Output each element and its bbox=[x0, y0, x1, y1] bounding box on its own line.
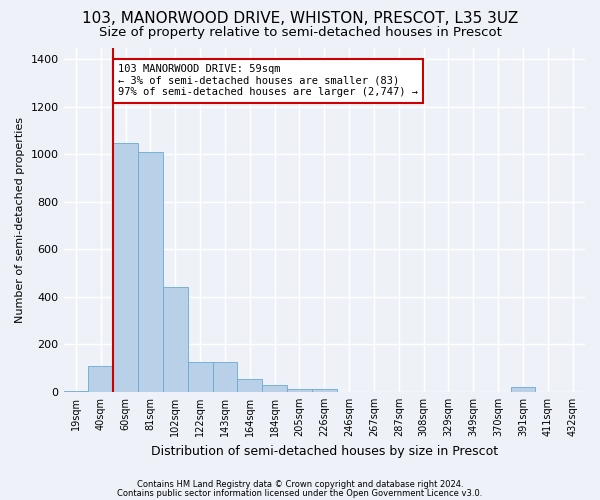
Bar bbox=[287, 389, 312, 392]
Bar bbox=[64, 390, 88, 392]
Bar bbox=[88, 366, 113, 392]
Bar bbox=[312, 389, 337, 392]
Text: Contains HM Land Registry data © Crown copyright and database right 2024.: Contains HM Land Registry data © Crown c… bbox=[137, 480, 463, 489]
Text: 103 MANORWOOD DRIVE: 59sqm
← 3% of semi-detached houses are smaller (83)
97% of : 103 MANORWOOD DRIVE: 59sqm ← 3% of semi-… bbox=[118, 64, 418, 98]
Text: Contains public sector information licensed under the Open Government Licence v3: Contains public sector information licen… bbox=[118, 488, 482, 498]
Text: Size of property relative to semi-detached houses in Prescot: Size of property relative to semi-detach… bbox=[98, 26, 502, 39]
Bar bbox=[113, 142, 138, 392]
X-axis label: Distribution of semi-detached houses by size in Prescot: Distribution of semi-detached houses by … bbox=[151, 444, 498, 458]
Bar bbox=[511, 387, 535, 392]
Y-axis label: Number of semi-detached properties: Number of semi-detached properties bbox=[15, 116, 25, 322]
Bar bbox=[188, 362, 212, 392]
Bar bbox=[212, 362, 238, 392]
Bar bbox=[138, 152, 163, 392]
Bar bbox=[238, 379, 262, 392]
Bar bbox=[262, 385, 287, 392]
Bar bbox=[163, 288, 188, 392]
Text: 103, MANORWOOD DRIVE, WHISTON, PRESCOT, L35 3UZ: 103, MANORWOOD DRIVE, WHISTON, PRESCOT, … bbox=[82, 11, 518, 26]
